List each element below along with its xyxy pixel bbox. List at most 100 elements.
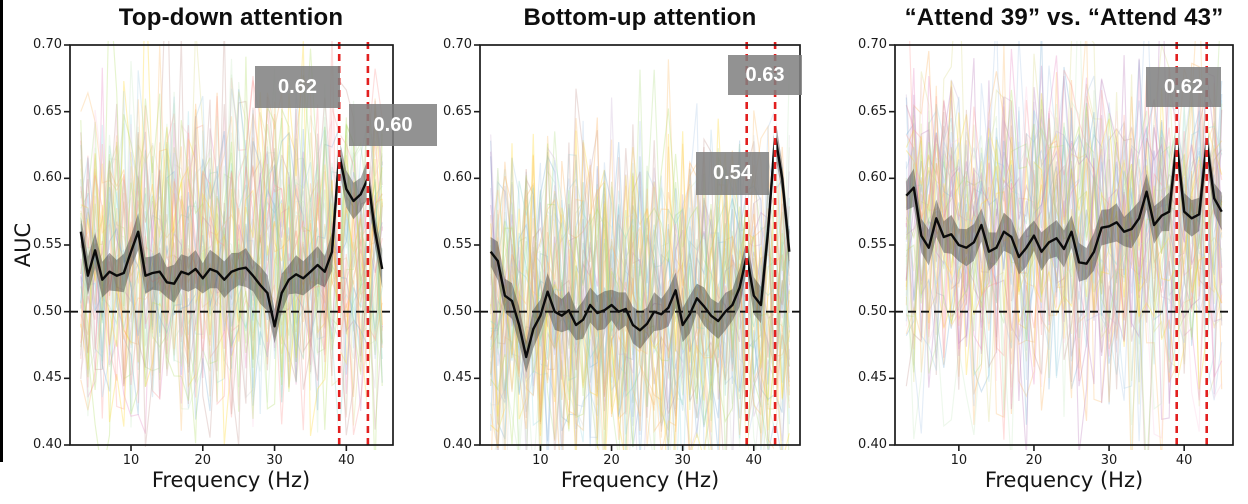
annotation-value: 0.62 [255,66,340,108]
subject-trace [80,163,383,439]
y-tick-label: 0.50 [33,303,62,319]
subject-trace [80,41,383,426]
subject-trace [905,76,1223,440]
y-tick-label: 0.70 [443,37,472,52]
x-tick-label: 30 [1100,453,1118,468]
subject-trace [905,43,1223,373]
subject-trace [80,130,383,364]
annotation-value: 0.60 [349,104,437,146]
subject-trace [490,146,790,450]
panel-title-bottom-up: Bottom-up attention [523,4,757,31]
x-tick-label: 40 [338,453,355,468]
subject-trace [80,134,383,359]
x-tick-label: 20 [1025,453,1043,468]
x-axis-label-2: Frequency (Hz) [560,468,720,492]
panel-plot-area [489,59,791,450]
x-tick-label: 30 [674,453,691,468]
subject-trace [80,74,383,411]
subject-trace [80,111,383,389]
subject-trace [905,41,1223,417]
subject-trace [80,144,383,370]
y-tick-label: 0.45 [33,370,62,386]
subject-trace [80,80,383,389]
subject-trace [80,67,383,434]
subject-trace [80,41,383,445]
y-tick-label: 0.65 [443,103,472,119]
x-tick-label: 20 [194,453,212,468]
subject-trace [490,140,790,450]
y-tick-label: 0.55 [858,237,887,252]
subject-trace [490,201,790,450]
subject-trace [905,70,1223,450]
subject-trace [905,100,1223,388]
y-tick-label: 0.70 [33,37,62,52]
subject-trace [905,100,1223,327]
subject-trace [905,96,1223,382]
subject-trace [905,80,1223,422]
subject-trace [80,44,383,431]
y-tick-label: 0.40 [443,437,472,452]
subject-trace [490,154,790,450]
subject-trace [490,69,790,356]
subject-trace [80,198,383,359]
subject-trace [490,131,790,450]
subject-trace [494,147,790,450]
subject-trace [905,153,1223,350]
subject-trace [490,178,790,445]
mean-line [79,153,384,328]
subject-trace [905,137,1223,285]
subject-trace [80,105,383,450]
subject-trace [80,190,383,360]
subject-trace [490,131,790,450]
subject-trace [905,171,1223,351]
subject-trace [905,90,1223,450]
subject-trace [490,140,790,450]
subject-trace [905,158,1223,314]
subject-trace [905,109,1223,390]
annotation-value: 0.62 [1146,67,1221,107]
subject-trace [490,206,790,365]
y-tick-label: 0.65 [33,103,62,119]
x-tick-label: 30 [266,453,283,468]
image-left-border [0,0,3,462]
subject-trace [490,159,790,450]
subject-trace [80,190,383,343]
subject-trace [905,125,1223,268]
panel-title-top-down: Top-down attention [118,4,344,31]
subject-trace [490,108,790,450]
subject-trace [905,125,1223,382]
subject-trace [905,89,1223,324]
x-axis-label-1: Frequency (Hz) [151,468,311,492]
subject-trace [905,88,1223,329]
subject-trace [905,77,1223,439]
subject-trace [80,76,383,431]
subject-trace [490,68,790,365]
annotation-value: 0.63 [728,55,802,95]
subject-trace [490,167,790,450]
subject-trace [80,41,383,430]
subject-trace [80,94,383,428]
subject-trace [80,81,383,433]
confidence-band [80,138,383,344]
subject-trace [905,48,1223,401]
subject-trace [80,153,383,372]
mean-line [905,141,1223,265]
subject-trace [905,41,1223,390]
subject-trace [490,253,790,385]
y-tick-label: 0.50 [858,303,887,319]
subject-trace [490,131,790,436]
subject-trace [490,140,790,450]
subject-trace [80,152,383,398]
x-axis-label-3: Frequency (Hz) [984,468,1144,492]
panel-plot-area [79,41,384,450]
subject-trace [490,153,790,408]
subject-trace [80,150,383,399]
subject-trace [490,134,790,378]
y-tick-label: 0.45 [858,370,887,386]
subject-trace [905,132,1223,324]
subject-trace [905,155,1223,450]
y-tick-label: 0.65 [858,103,887,119]
subject-trace [905,129,1223,376]
subject-trace [490,118,790,450]
